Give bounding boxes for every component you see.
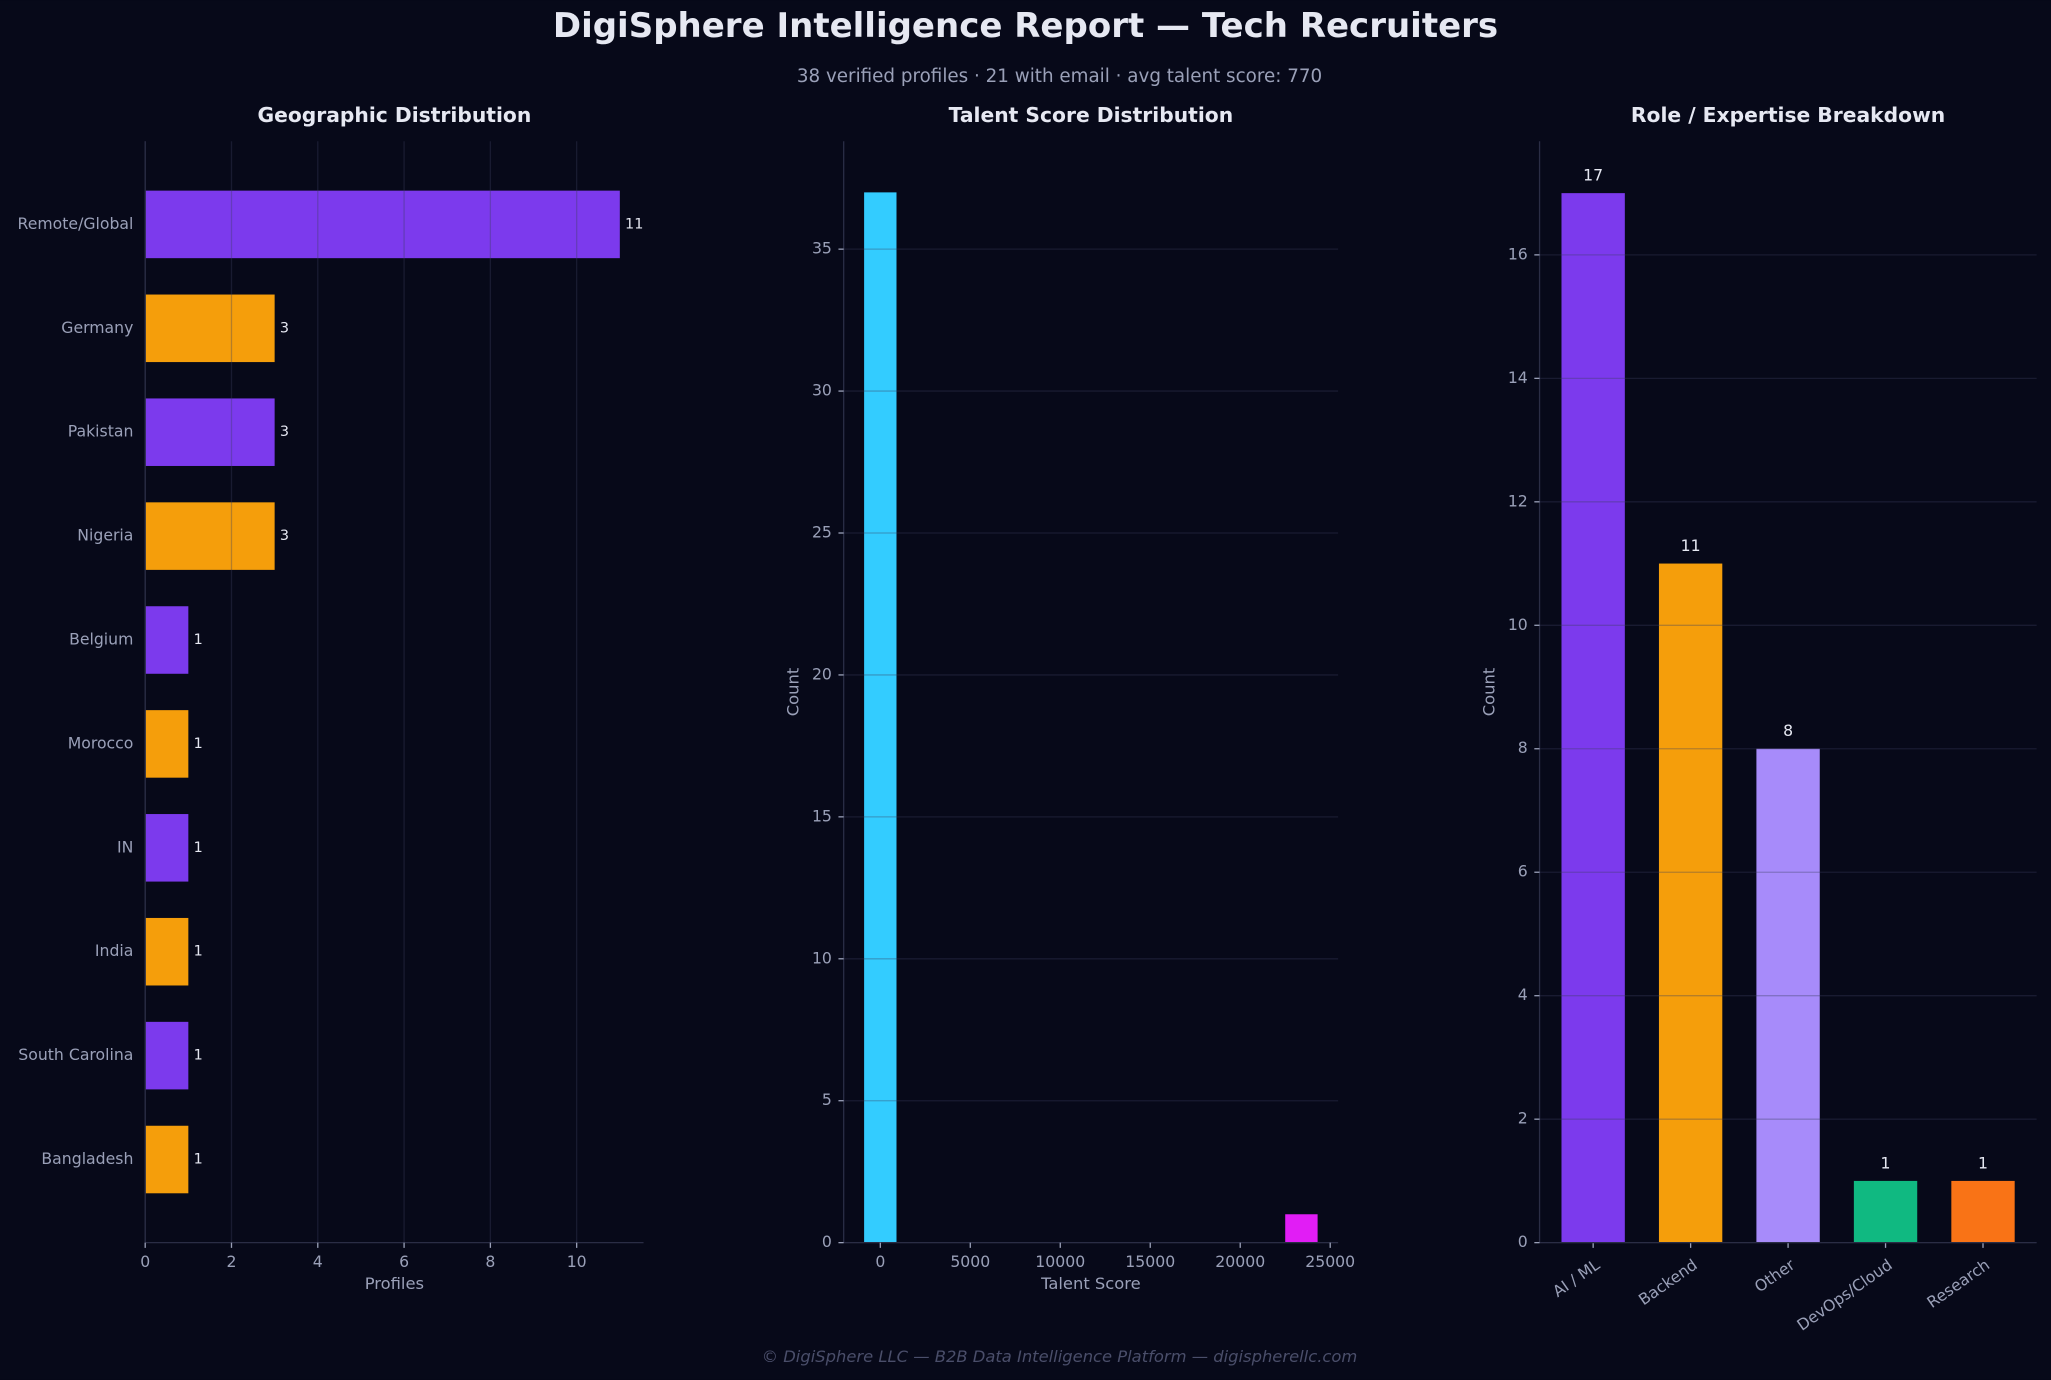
y-tick-label: Morocco	[68, 733, 134, 752]
chart-title: Role / Expertise Breakdown	[1631, 103, 1945, 127]
bar	[1951, 1180, 2015, 1243]
y-tick-label: IN	[117, 837, 133, 856]
value-label: 1	[1978, 1153, 1988, 1172]
bar	[145, 1021, 189, 1090]
value-label: 17	[1583, 166, 1603, 185]
y-tick-label: 10	[1508, 615, 1528, 634]
page-title: DigiSphere Intelligence Report — Tech Re…	[553, 6, 1498, 46]
value-label: 1	[1881, 1153, 1891, 1172]
chart-title: Talent Score Distribution	[949, 103, 1233, 127]
x-tick-label: 5000	[950, 1252, 990, 1271]
y-tick-label: 15	[812, 806, 832, 825]
y-tick-label: 30	[812, 381, 832, 400]
x-tick-label: 10000	[1035, 1252, 1085, 1271]
y-tick-label: Bangladesh	[41, 1149, 133, 1168]
y-tick-label: 4	[1518, 985, 1528, 1004]
bar	[145, 814, 189, 882]
y-tick-label: Belgium	[69, 630, 133, 649]
x-tick-label: 6	[399, 1252, 409, 1271]
histogram-bar	[864, 192, 897, 1243]
y-tick-label: 25	[812, 523, 832, 542]
value-label: 11	[625, 216, 643, 232]
x-axis-label: Talent Score	[1040, 1274, 1141, 1293]
bar	[145, 917, 189, 986]
x-tick-label: 0	[140, 1252, 150, 1271]
value-label: 11	[1681, 536, 1701, 555]
bar	[1561, 193, 1625, 1243]
value-label: 1	[194, 736, 203, 752]
value-label: 3	[280, 528, 289, 544]
x-axis-label: Profiles	[365, 1274, 424, 1293]
y-tick-label: Pakistan	[68, 422, 134, 441]
footer: © DigiSphere LLC — B2B Data Intelligence…	[762, 1347, 1358, 1366]
y-axis-label: Count	[783, 667, 802, 716]
bar	[1658, 563, 1723, 1243]
y-tick-label: Germany	[61, 318, 133, 337]
y-tick-label: 5	[822, 1090, 832, 1109]
y-tick-label: 0	[822, 1232, 832, 1251]
y-tick-label: Nigeria	[77, 526, 133, 545]
y-tick-label: 6	[1518, 862, 1528, 881]
bar	[145, 190, 620, 259]
value-label: 3	[280, 424, 289, 440]
y-tick-label: 20	[812, 664, 832, 683]
subtitle: 38 verified profiles · 21 with email · a…	[797, 66, 1322, 87]
x-tick-label: 0	[875, 1252, 885, 1271]
y-tick-label: 12	[1508, 491, 1528, 510]
bar	[1756, 748, 1820, 1243]
y-tick-label: 0	[1518, 1232, 1528, 1251]
value-label: 3	[280, 320, 289, 336]
y-tick-label: South Carolina	[18, 1045, 133, 1064]
x-tick-label: 10	[567, 1252, 587, 1271]
x-tick-label: 15000	[1125, 1252, 1175, 1271]
y-tick-label: 35	[812, 239, 832, 258]
y-tick-label: India	[95, 941, 134, 960]
bar	[145, 502, 275, 570]
y-tick-label: 10	[812, 948, 832, 967]
bar	[145, 294, 275, 363]
x-tick-label: 4	[313, 1252, 323, 1271]
value-label: 1	[194, 1048, 203, 1064]
value-label: 8	[1783, 721, 1793, 740]
y-tick-label: Remote/Global	[18, 214, 134, 233]
y-tick-label: 14	[1508, 368, 1528, 387]
y-axis-label: Count	[1479, 667, 1498, 716]
value-label: 1	[194, 840, 203, 856]
value-label: 1	[194, 1152, 203, 1168]
bar	[145, 710, 189, 778]
y-tick-label: 2	[1518, 1109, 1528, 1128]
y-tick-label: 16	[1508, 244, 1528, 263]
value-label: 1	[194, 944, 203, 960]
bar	[1853, 1180, 1918, 1243]
x-tick-label: 25000	[1305, 1252, 1355, 1271]
bar	[145, 606, 189, 674]
x-tick-label: 2	[226, 1252, 236, 1271]
bar	[145, 1125, 189, 1194]
x-tick-label: 20000	[1215, 1252, 1265, 1271]
bar	[145, 398, 275, 466]
y-tick-label: 8	[1518, 738, 1528, 757]
chart-title: Geographic Distribution	[257, 103, 531, 127]
value-label: 1	[194, 632, 203, 648]
histogram-bar	[1285, 1214, 1318, 1243]
x-tick-label: 8	[485, 1252, 495, 1271]
